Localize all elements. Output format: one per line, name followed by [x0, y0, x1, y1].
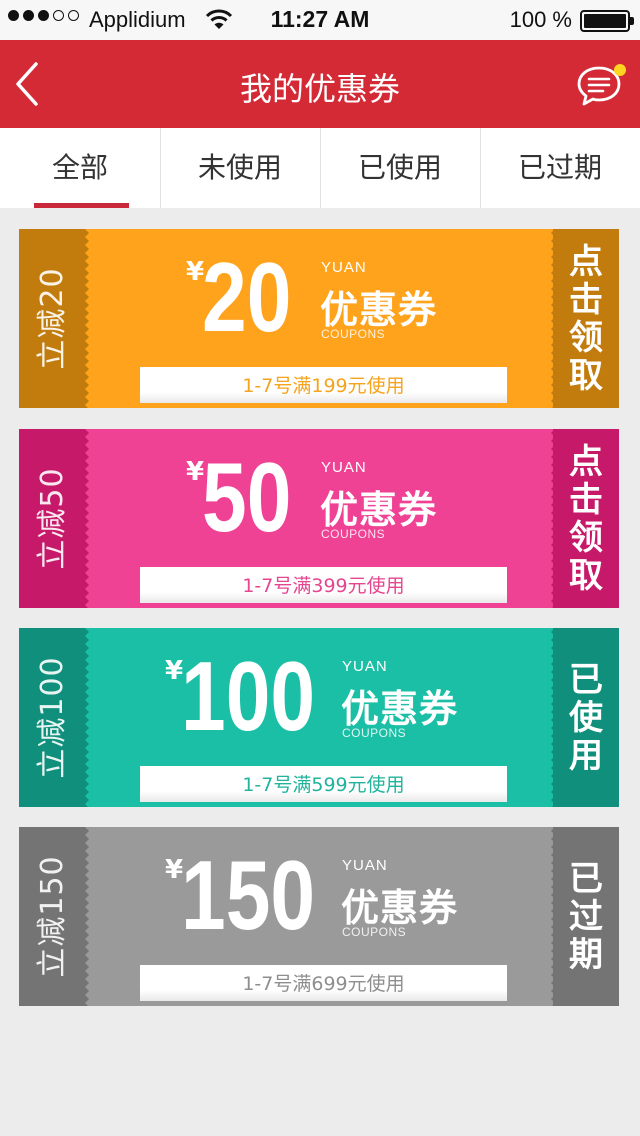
- tab-used[interactable]: 已使用: [320, 128, 480, 208]
- yuan-label: YUAN: [321, 459, 367, 476]
- action-char: 击: [569, 279, 603, 320]
- coupon-condition: 1-7号满599元使用: [242, 774, 405, 796]
- coupons-caption: COUPONS: [321, 527, 386, 541]
- coupon-amount: 50: [202, 442, 292, 552]
- coupon-amount: 20: [202, 242, 292, 352]
- tab-all[interactable]: 全部: [0, 128, 160, 208]
- coupon-main: ¥ 150 YUAN 优惠券 COUPONS 1-7号满699元使用: [91, 827, 547, 1006]
- battery-icon: [580, 10, 634, 32]
- back-chevron-icon[interactable]: [10, 58, 44, 110]
- coupon-action-label: 点 击 领 取: [553, 229, 619, 408]
- yuan-label: YUAN: [342, 658, 388, 675]
- coupon-card[interactable]: 立减100 ¥ 100 YUAN 优惠券 COUPONS 1-7号满599元使用…: [19, 628, 619, 807]
- action-char: 用: [569, 735, 603, 776]
- action-char: 期: [569, 934, 603, 975]
- page-title: 我的优惠券: [239, 70, 400, 108]
- coupon-side-panel: 立减100: [19, 628, 87, 807]
- wifi-icon: [205, 9, 233, 29]
- coupon-edge: [85, 229, 93, 408]
- coupon-edge: [85, 827, 93, 1006]
- battery-percent: 100 %: [509, 7, 572, 32]
- yuan-label: YUAN: [342, 857, 388, 874]
- coupon-condition: 1-7号满399元使用: [242, 575, 405, 597]
- coupon-side-panel: 立减50: [19, 429, 87, 608]
- coupon-card[interactable]: 立减150 ¥ 150 YUAN 优惠券 COUPONS 1-7号满699元使用…: [19, 827, 619, 1006]
- coupon-side-label: 立减50: [35, 467, 70, 570]
- action-char: 取: [569, 355, 603, 396]
- coupon-amount: 100: [181, 641, 316, 751]
- currency-symbol: ¥: [186, 257, 205, 287]
- tab-label: 已过期: [517, 151, 602, 184]
- action-char: 已: [569, 659, 603, 700]
- tab-label: 全部: [51, 151, 108, 184]
- action-char: 点: [569, 441, 603, 482]
- active-tab-indicator: [34, 203, 129, 208]
- action-char: 过: [569, 896, 603, 937]
- coupon-side-label: 立减100: [35, 656, 70, 779]
- tab-bar: 全部 未使用 已使用 已过期: [0, 128, 640, 208]
- coupon-side-panel: 立减20: [19, 229, 87, 408]
- message-icon[interactable]: [576, 60, 628, 110]
- action-char: 领: [569, 317, 603, 358]
- carrier-name: Applidium: [89, 7, 186, 32]
- action-char: 使: [569, 697, 603, 738]
- coupon-card[interactable]: 立减20 ¥ 20 YUAN 优惠券 COUPONS 1-7号满199元使用 点…: [19, 229, 619, 408]
- claim-button[interactable]: 点 击 领 取: [553, 229, 619, 408]
- action-char: 取: [569, 555, 603, 596]
- coupons-caption: COUPONS: [342, 925, 407, 939]
- tab-label: 已使用: [357, 151, 442, 184]
- coupon-main: ¥ 20 YUAN 优惠券 COUPONS 1-7号满199元使用: [91, 229, 547, 408]
- coupon-action-label: 已 过 期: [553, 827, 619, 1006]
- clock: 11:27 AM: [270, 6, 370, 32]
- coupon-side-label: 立减20: [35, 267, 70, 370]
- coupon-condition-strip: 1-7号满599元使用: [140, 766, 507, 802]
- coupon-condition: 1-7号满199元使用: [242, 375, 405, 397]
- claim-button[interactable]: 点 击 领 取: [553, 429, 619, 608]
- action-char: 已: [569, 858, 603, 899]
- signal-strength-icon: [8, 10, 79, 21]
- action-char: 点: [569, 241, 603, 282]
- coupon-condition-strip: 1-7号满699元使用: [140, 965, 507, 1001]
- coupon-amount: 150: [181, 840, 316, 950]
- coupon-main: ¥ 50 YUAN 优惠券 COUPONS 1-7号满399元使用: [91, 429, 547, 608]
- coupon-brand: 优惠券: [341, 886, 459, 930]
- currency-symbol: ¥: [165, 656, 184, 686]
- coupon-brand: 优惠券: [320, 488, 438, 532]
- action-char: 击: [569, 479, 603, 520]
- currency-symbol: ¥: [165, 855, 184, 885]
- coupon-action-label: 已 使 用: [553, 628, 619, 807]
- coupon-brand: 优惠券: [341, 687, 459, 731]
- coupons-caption: COUPONS: [321, 327, 386, 341]
- status-bar: Applidium 11:27 AM 100 %: [0, 0, 640, 40]
- action-char: 领: [569, 517, 603, 558]
- coupon-condition-strip: 1-7号满399元使用: [140, 567, 507, 603]
- tab-unused[interactable]: 未使用: [160, 128, 320, 208]
- coupon-condition-strip: 1-7号满199元使用: [140, 367, 507, 403]
- tab-label: 未使用: [197, 151, 282, 184]
- coupon-edge: [85, 628, 93, 807]
- coupon-side-panel: 立减150: [19, 827, 87, 1006]
- coupon-side-label: 立减150: [35, 855, 70, 978]
- coupon-brand: 优惠券: [320, 288, 438, 332]
- coupon-main: ¥ 100 YUAN 优惠券 COUPONS 1-7号满599元使用: [91, 628, 547, 807]
- expired-status: 已 过 期: [553, 827, 619, 1006]
- nav-bar: 我的优惠券: [0, 40, 640, 128]
- coupon-edge: [85, 429, 93, 608]
- coupon-card[interactable]: 立减50 ¥ 50 YUAN 优惠券 COUPONS 1-7号满399元使用 点…: [19, 429, 619, 608]
- coupon-action-label: 点 击 领 取: [553, 429, 619, 608]
- coupon-condition: 1-7号满699元使用: [242, 973, 405, 995]
- tab-expired[interactable]: 已过期: [480, 128, 640, 208]
- used-status: 已 使 用: [553, 628, 619, 807]
- currency-symbol: ¥: [186, 457, 205, 487]
- coupons-caption: COUPONS: [342, 726, 407, 740]
- yuan-label: YUAN: [321, 259, 367, 276]
